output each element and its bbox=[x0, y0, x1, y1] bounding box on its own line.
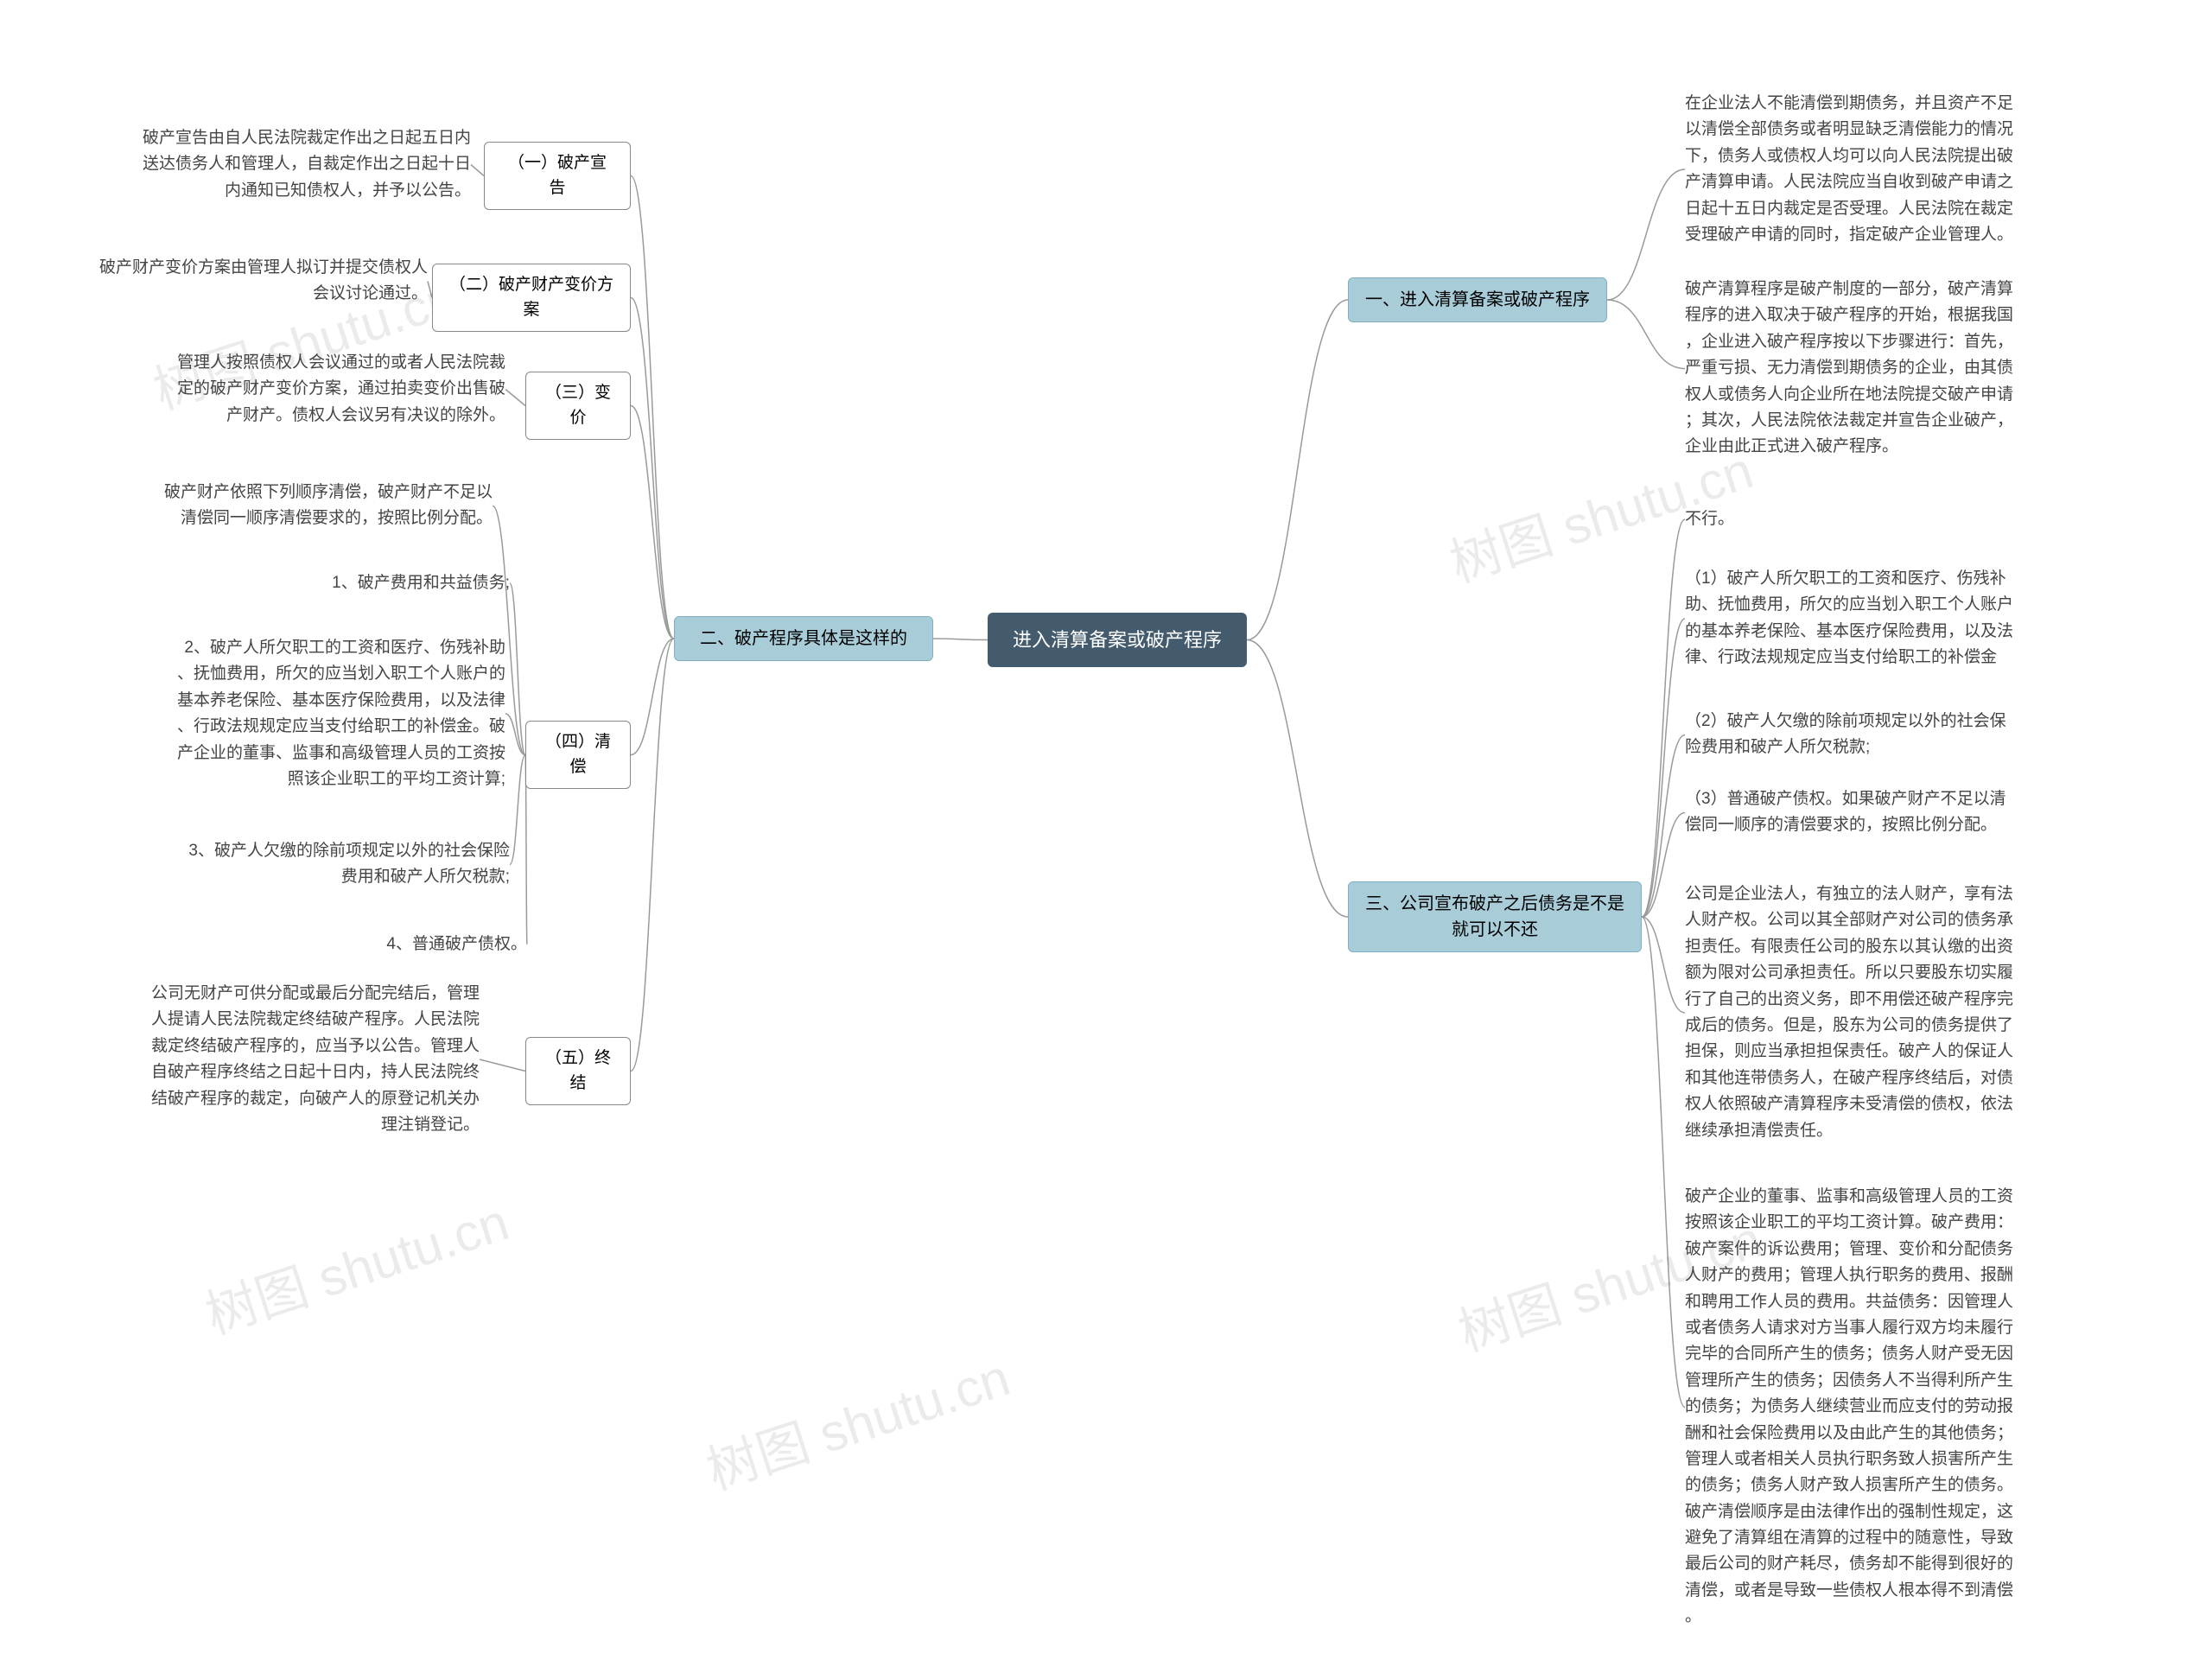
left-node-5[interactable]: （五）终结 bbox=[525, 1037, 631, 1105]
t3-leaf-a: 不行。 bbox=[1685, 506, 2056, 532]
left-node-2[interactable]: （二）破产财产变价方案 bbox=[432, 264, 631, 332]
left-node-4[interactable]: （四）清偿 bbox=[525, 721, 631, 789]
left-node-3[interactable]: （三）变价 bbox=[525, 372, 631, 440]
t3-leaf-d: （3）普通破产债权。如果破产财产不足以清偿同一顺序的清偿要求的，按照比例分配。 bbox=[1685, 786, 2056, 839]
t3-leaf-e: 公司是企业法人，有独立的法人财产，享有法人财产权。公司以其全部财产对公司的债务承… bbox=[1685, 881, 2056, 1144]
left-desc-4-4: 4、普通破产债权。 bbox=[337, 932, 527, 957]
t1-leaf-a: 在企业法人不能清偿到期债务，并且资产不足以清偿全部债务或者明显缺乏清偿能力的情况… bbox=[1685, 91, 2056, 248]
left-desc-4-3: 3、破产人欠缴的除前项规定以外的社会保险费用和破产人所欠税款; bbox=[156, 838, 510, 891]
left-desc-2: 破产财产变价方案由管理人拟订并提交债权人会议讨论通过。 bbox=[82, 255, 428, 308]
left-desc-5: 公司无财产可供分配或最后分配完结后，管理人提请人民法院裁定终结破产程序。人民法院… bbox=[99, 981, 480, 1138]
topic-2[interactable]: 二、破产程序具体是这样的 bbox=[674, 616, 933, 661]
left-desc-3: 管理人按照债权人会议通过的或者人民法院裁定的破产财产变价方案，通过拍卖变价出售破… bbox=[134, 350, 505, 429]
t3-leaf-b: （1）破产人所欠职工的工资和医疗、伤残补助、抚恤费用，所欠的应当划入职工个人账户… bbox=[1685, 566, 2056, 671]
left-node-1[interactable]: （一）破产宣告 bbox=[484, 142, 631, 210]
left-desc-1: 破产宣告由自人民法院裁定作出之日起五日内送达债务人和管理人，自裁定作出之日起十日… bbox=[99, 125, 471, 204]
topic-1[interactable]: 一、进入清算备案或破产程序 bbox=[1348, 277, 1607, 322]
t3-leaf-f: 破产企业的董事、监事和高级管理人员的工资按照该企业职工的平均工资计算。破产费用：… bbox=[1685, 1184, 2056, 1631]
root-node[interactable]: 进入清算备案或破产程序 bbox=[988, 613, 1247, 667]
left-desc-4-1: 1、破产费用和共益债务; bbox=[251, 570, 510, 596]
left-desc-4-0: 破产财产依照下列顺序清偿，破产财产不足以清偿同一顺序清偿要求的，按照比例分配。 bbox=[121, 480, 493, 532]
watermark: 树图 shutu.cn bbox=[696, 1336, 1018, 1504]
topic-3[interactable]: 三、公司宣布破产之后债务是不是就可以不还 bbox=[1348, 881, 1642, 952]
left-desc-4-2: 2、破产人所欠职工的工资和医疗、伤残补助、抚恤费用，所欠的应当划入职工个人账户的… bbox=[125, 635, 505, 792]
watermark: 树图 shutu.cn bbox=[194, 1180, 517, 1349]
t1-leaf-b: 破产清算程序是破产制度的一部分，破产清算程序的进入取决于破产程序的开始，根据我国… bbox=[1685, 277, 2056, 461]
t3-leaf-c: （2）破产人欠缴的除前项规定以外的社会保险费用和破产人所欠税款; bbox=[1685, 709, 2056, 761]
